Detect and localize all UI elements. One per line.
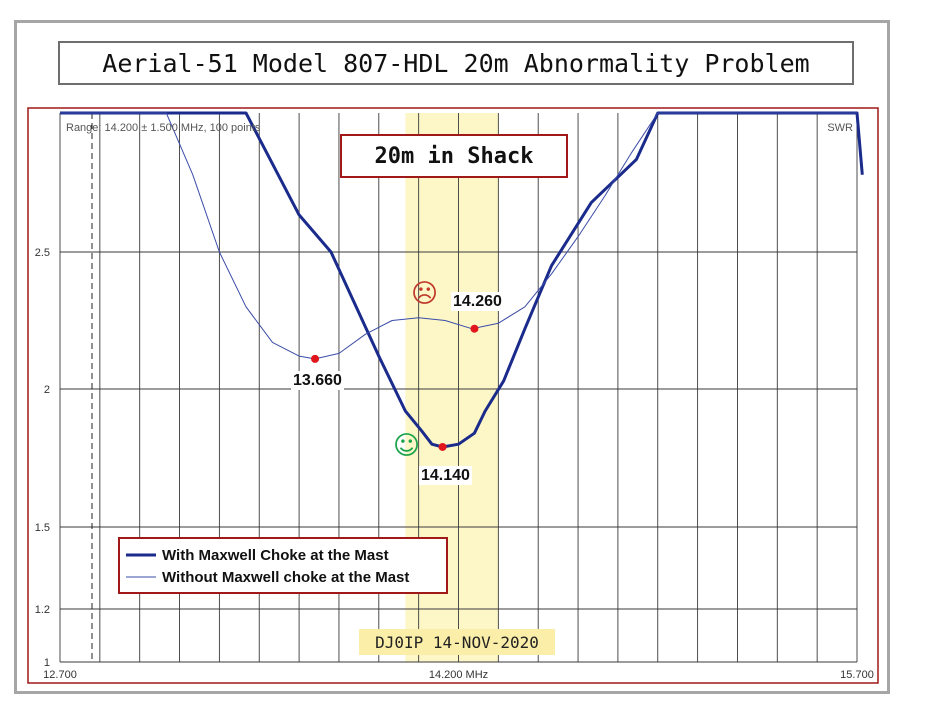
marker-label-14140: 14.140 (419, 466, 472, 485)
chart-title-box: Aerial-51 Model 807-HDL 20m Abnormality … (58, 41, 854, 85)
marker-point (311, 354, 320, 363)
y-tick-label: 1.5 (35, 522, 50, 534)
swr-label: SWR (827, 122, 853, 134)
marker-label-14260: 14.260 (451, 292, 504, 311)
y-tick-label: 2.5 (35, 247, 50, 259)
stamp-text: DJ0IP 14-NOV-2020 (375, 632, 539, 652)
happy-face-icon: ☺ (393, 431, 421, 461)
chart-title: Aerial-51 Model 807-HDL 20m Abnormality … (102, 48, 810, 78)
legend-label-with-choke: With Maxwell Choke at the Mast (162, 546, 389, 564)
legend-swatch-thin (126, 576, 156, 578)
x-tick-label: 15.700 (840, 669, 874, 681)
marker-point (438, 442, 447, 451)
legend-label-without-choke: Without Maxwell choke at the Mast (162, 568, 410, 586)
author-date-stamp: DJ0IP 14-NOV-2020 (359, 629, 555, 655)
legend: With Maxwell Choke at the Mast Without M… (118, 537, 448, 594)
marker-label-13660: 13.660 (291, 371, 344, 390)
x-tick-label: 14.200 MHz (429, 669, 488, 681)
legend-item-with-choke: With Maxwell Choke at the Mast (126, 544, 440, 566)
marker-point (470, 324, 479, 333)
legend-swatch-thick (126, 553, 156, 557)
y-tick-label: 2 (44, 384, 50, 396)
annotation-text: 20m in Shack (374, 143, 534, 169)
x-tick-label: 12.700 (43, 669, 77, 681)
y-tick-label: 1 (44, 657, 50, 669)
sad-face-icon: ☹ (411, 279, 439, 309)
series-line-without-choke (60, 112, 857, 360)
annotation-box: 20m in Shack (340, 134, 568, 178)
legend-item-without-choke: Without Maxwell choke at the Mast (126, 566, 440, 588)
y-tick-label: 1.2 (35, 604, 50, 616)
range-label: Range: 14.200 ± 1.500 MHz, 100 points (66, 122, 261, 134)
